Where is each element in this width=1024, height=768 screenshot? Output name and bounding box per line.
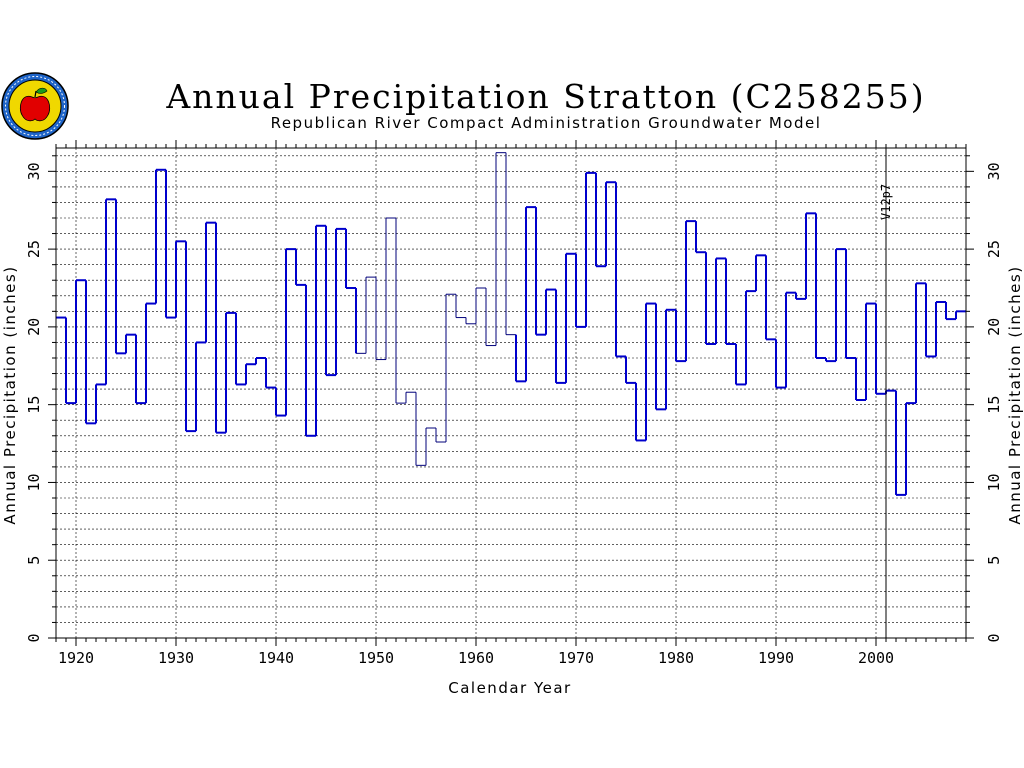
x-tick-label: 1980 (658, 649, 694, 667)
x-tick-label: 1950 (358, 649, 394, 667)
version-marker-label: V12p7 (879, 184, 893, 220)
y-axis-right: 0 5 10 15 20 25 30 (966, 155, 1003, 643)
grid-lines (56, 148, 966, 638)
y-tick-label: 0 (25, 633, 43, 642)
x-axis: 1920 1930 1940 1950 1960 1970 1980 1990 2000 (55, 140, 967, 667)
y-tick-label: 20 (985, 318, 1003, 336)
y-tick-label: 10 (985, 473, 1003, 491)
chart-subtitle: Republican River Compact Administration … (271, 114, 822, 132)
x-tick-label: 2000 (858, 649, 894, 667)
y-tick-label: 30 (25, 162, 43, 180)
y-tick-label: 20 (25, 318, 43, 336)
x-axis-label: Calendar Year (448, 679, 571, 697)
x-tick-label: 1930 (158, 649, 194, 667)
x-tick-label: 1920 (58, 649, 94, 667)
x-tick-label: 1960 (458, 649, 494, 667)
y-tick-label: 25 (985, 240, 1003, 258)
y-tick-label: 0 (985, 633, 1003, 642)
chart-title: Annual Precipitation Stratton (C258255) (165, 77, 925, 116)
y-axis-label-right: Annual Precipitation (inches) (1006, 265, 1024, 524)
y-tick-label: 30 (985, 162, 1003, 180)
version-marker: V12p7 (879, 148, 893, 638)
y-tick-label: 15 (985, 396, 1003, 414)
rrca-logo (1, 72, 69, 140)
y-axis-left: 0 5 10 15 20 25 30 (25, 155, 56, 643)
x-tick-label: 1990 (758, 649, 794, 667)
precipitation-series (56, 152, 966, 496)
y-tick-label: 10 (25, 473, 43, 491)
y-tick-label: 5 (985, 556, 1003, 565)
plot-frame (55, 147, 967, 639)
y-tick-label: 5 (25, 556, 43, 565)
x-tick-label: 1970 (558, 649, 594, 667)
x-tick-label: 1940 (258, 649, 294, 667)
y-axis-label-left: Annual Precipitation (inches) (1, 265, 19, 524)
y-tick-label: 15 (25, 396, 43, 414)
y-tick-label: 25 (25, 240, 43, 258)
